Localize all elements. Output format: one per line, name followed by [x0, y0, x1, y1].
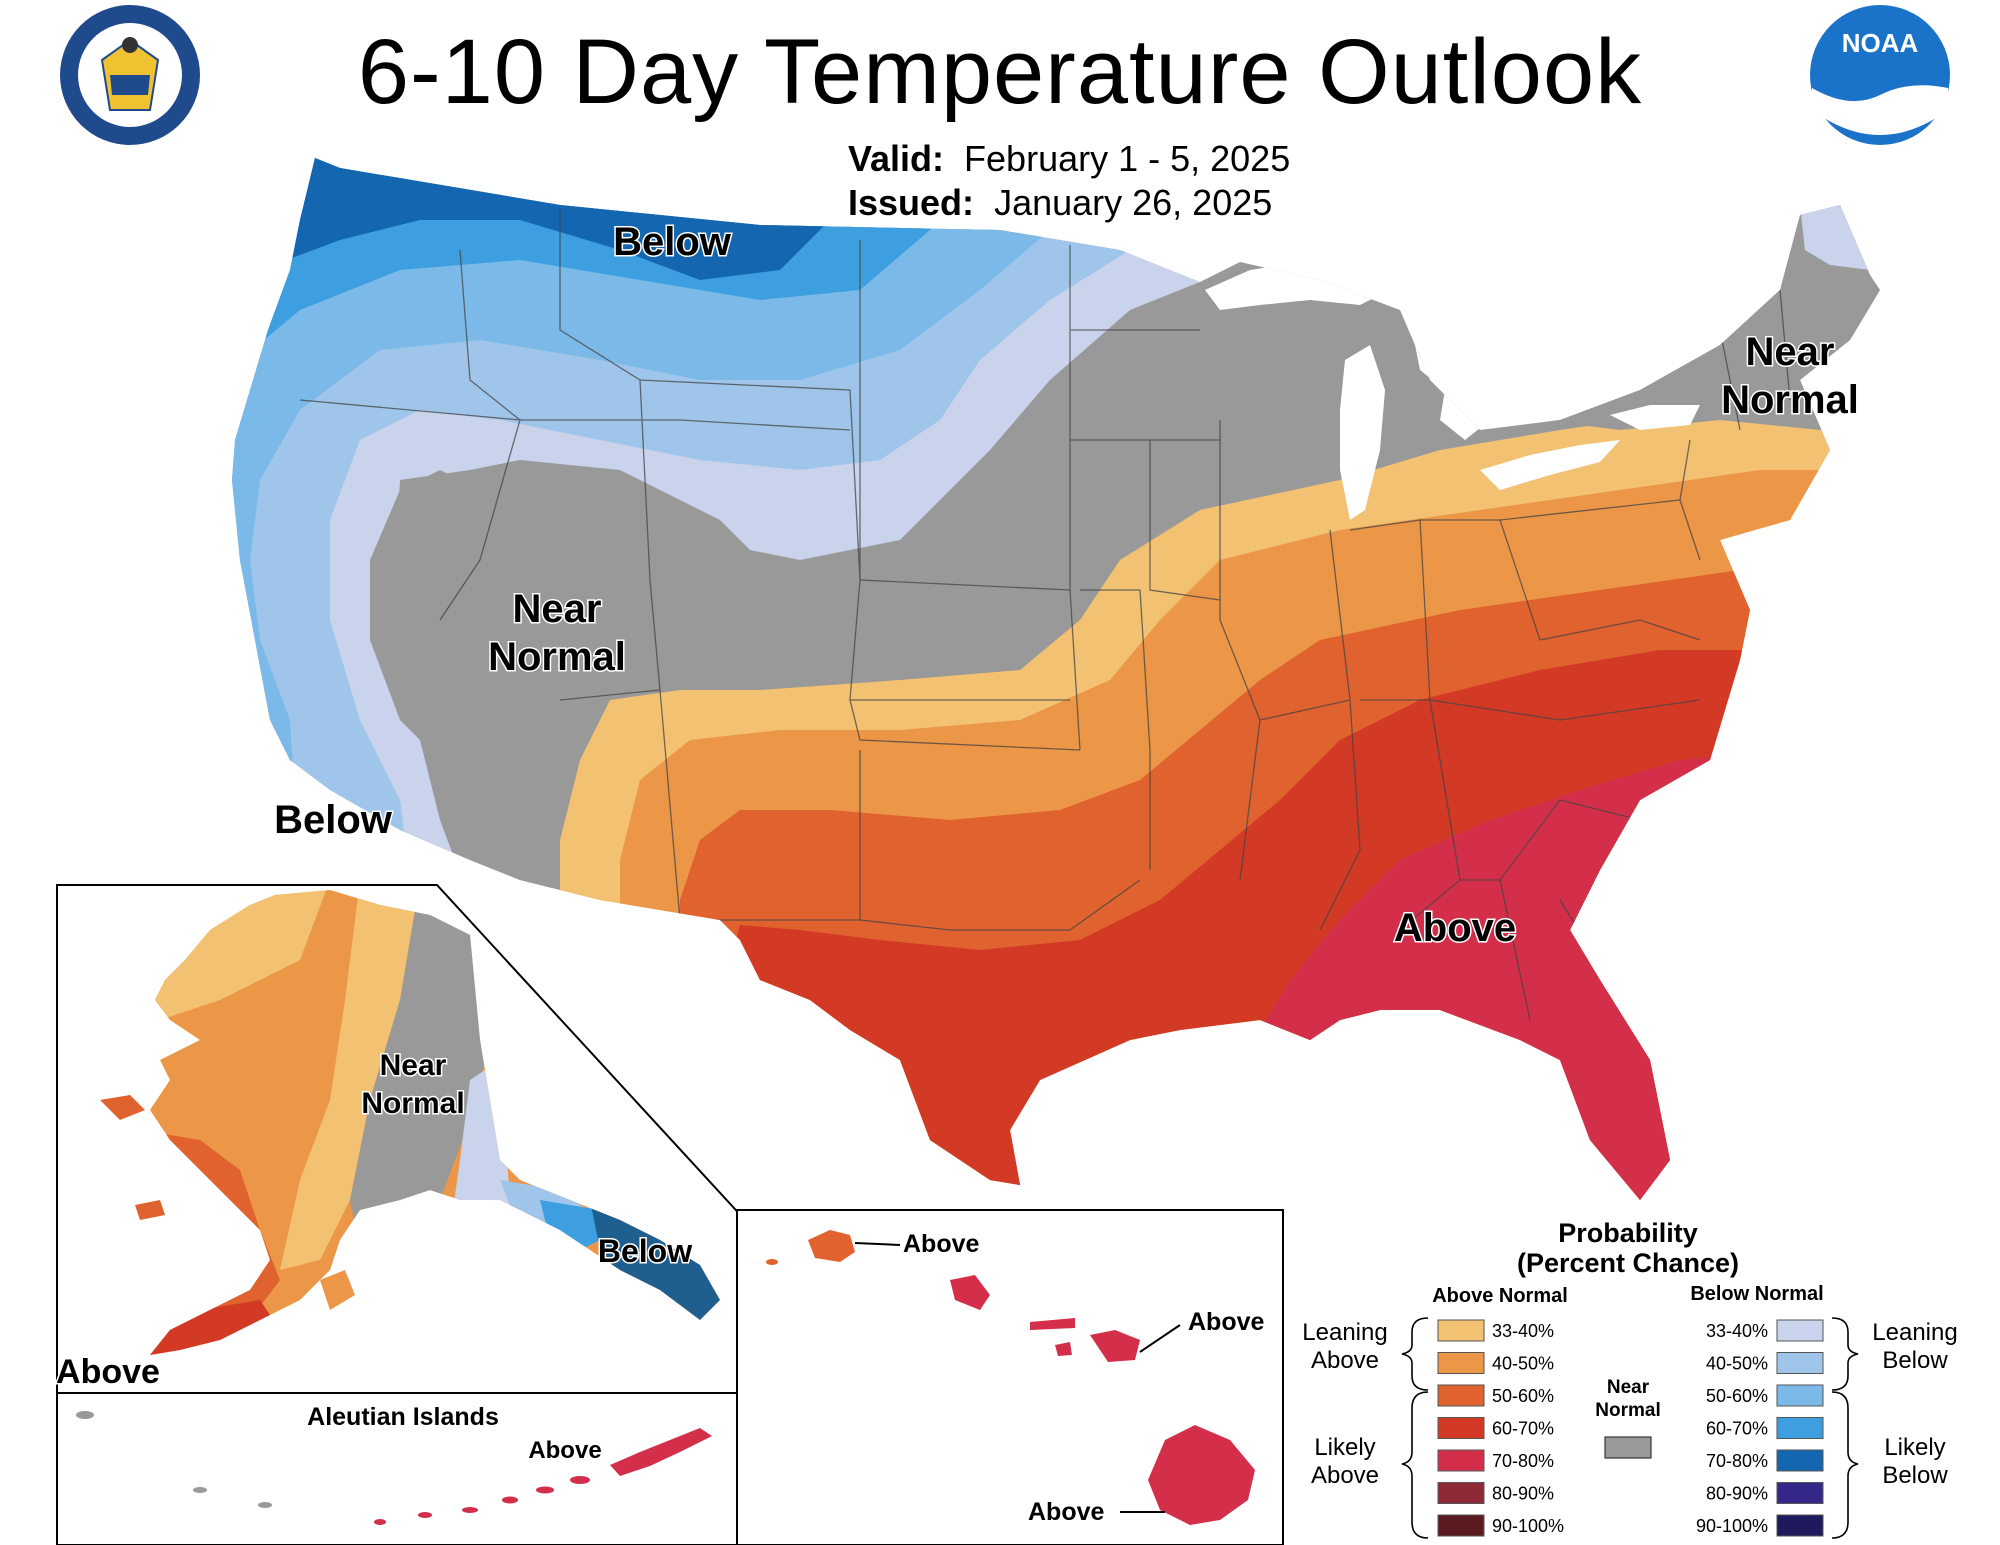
label-near-west-1: Near — [513, 587, 602, 631]
page-title: 6-10 Day Temperature Outlook — [357, 21, 1643, 123]
noaa-logo-text: NOAA — [1842, 28, 1919, 58]
below-swatch-label-2: 50-60% — [1706, 1386, 1768, 1406]
below-swatch-label-6: 90-100% — [1696, 1516, 1768, 1536]
above-swatch-label-6: 90-100% — [1492, 1516, 1564, 1536]
below-swatch-1 — [1776, 1352, 1824, 1374]
ak-st-lawrence-island — [100, 1095, 145, 1120]
legend-braces — [1401, 1317, 1859, 1539]
aleutian-islands-shapes — [374, 1428, 712, 1525]
hawaii-leader-lines — [854, 1242, 1181, 1513]
ak-label-below: Below — [598, 1233, 692, 1269]
hi-oahu — [950, 1275, 990, 1310]
above-swatch-1 — [1437, 1352, 1485, 1374]
leaning-below-2: Below — [1882, 1347, 1948, 1374]
below-swatch-label-3: 60-70% — [1706, 1419, 1768, 1439]
label-below-sw: Below — [274, 798, 393, 842]
leaning-above-2: Above — [1311, 1347, 1379, 1374]
band-below-50-60 — [232, 158, 1100, 880]
hi-niihau — [766, 1259, 778, 1265]
below-swatch-6 — [1776, 1514, 1824, 1537]
west-near-normal-fill — [395, 460, 760, 900]
label-near-ne-2: Normal — [1721, 378, 1859, 422]
hi-maui — [1090, 1330, 1140, 1362]
legend: Probability (Percent Chance) Above Norma… — [1302, 1218, 1958, 1539]
ak-label-above: Above — [56, 1353, 160, 1391]
issued-label: Issued: — [848, 182, 975, 223]
noaa-logo: NOAA — [1810, 5, 1950, 145]
issued-line: Issued: January 26, 2025 — [848, 182, 1272, 224]
above-swatch-label-5: 80-90% — [1492, 1484, 1554, 1504]
below-swatch-5 — [1776, 1482, 1824, 1504]
above-swatch-label-2: 50-60% — [1492, 1386, 1554, 1406]
hi-label-above-maui: Above — [1188, 1308, 1265, 1336]
state-borders — [299, 210, 1791, 1061]
issued-value: January 26, 2025 — [994, 182, 1273, 223]
below-swatch-2 — [1776, 1384, 1824, 1407]
above-swatch-label-4: 70-80% — [1492, 1451, 1554, 1471]
aleutian-western-islands — [76, 1411, 272, 1508]
above-swatch-5 — [1437, 1482, 1485, 1504]
near-label-1: Near — [1607, 1377, 1650, 1398]
label-near-west-2: Normal — [488, 635, 626, 679]
legend-below-header: Below Normal — [1690, 1283, 1823, 1305]
label-near-ne-1: Near — [1746, 330, 1835, 374]
ak-nunivak-island — [135, 1200, 165, 1220]
above-swatch-4 — [1437, 1449, 1485, 1472]
near-label-2: Normal — [1595, 1400, 1660, 1421]
ak-33-40-band — [280, 890, 420, 1270]
above-swatch-6 — [1437, 1514, 1485, 1537]
above-swatch-label-1: 40-50% — [1492, 1354, 1554, 1374]
lake-michigan — [1340, 345, 1385, 520]
above-swatches: 33-40% 40-50% 50-60% 60-70% 70-80% 80-90% 90-1… — [1437, 1319, 1564, 1537]
below-swatch-label-0: 33-40% — [1706, 1321, 1768, 1341]
likely-above-2: Above — [1311, 1462, 1379, 1489]
hi-label-above-big-island: Above — [1028, 1498, 1105, 1526]
label-above-se: Above — [1394, 906, 1516, 950]
commerce-seal-logo — [60, 5, 200, 145]
below-swatches: 33-40% 40-50% 50-60% 60-70% 70-80% 80-90% 90-1… — [1696, 1319, 1824, 1537]
ak-kodiak-island — [320, 1270, 355, 1310]
near-normal-swatch — [1604, 1436, 1652, 1459]
leaning-above-1: Leaning — [1302, 1319, 1387, 1346]
ak-label-near-2: Normal — [361, 1087, 464, 1120]
below-swatch-4 — [1776, 1449, 1824, 1472]
hi-big-island — [1148, 1425, 1255, 1525]
above-swatch-0 — [1437, 1319, 1485, 1342]
likely-below-2: Below — [1882, 1462, 1948, 1489]
below-swatch-3 — [1776, 1417, 1824, 1439]
ak-label-near-1: Near — [380, 1049, 447, 1082]
lake-ontario — [1610, 405, 1700, 430]
below-swatch-0 — [1776, 1319, 1824, 1342]
hi-lanai — [1055, 1342, 1072, 1356]
above-swatch-label-0: 33-40% — [1492, 1321, 1554, 1341]
below-swatch-label-5: 80-90% — [1706, 1484, 1768, 1504]
hi-molokai — [1030, 1318, 1075, 1330]
legend-title-2: (Percent Chance) — [1517, 1248, 1739, 1278]
above-swatch-label-3: 60-70% — [1492, 1419, 1554, 1439]
leaning-below-1: Leaning — [1872, 1319, 1957, 1346]
valid-line: Valid: February 1 - 5, 2025 — [848, 138, 1290, 180]
legend-above-header: Above Normal — [1432, 1285, 1568, 1307]
label-below-nw: Below — [613, 220, 732, 264]
valid-value: February 1 - 5, 2025 — [964, 138, 1291, 179]
legend-title-1: Probability — [1558, 1218, 1698, 1248]
valid-label: Valid: — [848, 138, 945, 179]
lake-erie — [1480, 440, 1620, 490]
likely-above-1: Likely — [1314, 1434, 1375, 1461]
below-swatch-label-4: 70-80% — [1706, 1451, 1768, 1471]
likely-below-1: Likely — [1884, 1434, 1945, 1461]
hi-kauai — [808, 1230, 855, 1262]
above-swatch-2 — [1437, 1384, 1485, 1407]
above-swatch-3 — [1437, 1417, 1485, 1439]
aleutian-label-above: Above — [528, 1437, 601, 1464]
aleutian-title: Aleutian Islands — [307, 1403, 499, 1431]
below-swatch-label-1: 40-50% — [1706, 1354, 1768, 1374]
ak-near-normal — [350, 890, 500, 1250]
hi-label-above-kauai: Above — [903, 1230, 980, 1258]
